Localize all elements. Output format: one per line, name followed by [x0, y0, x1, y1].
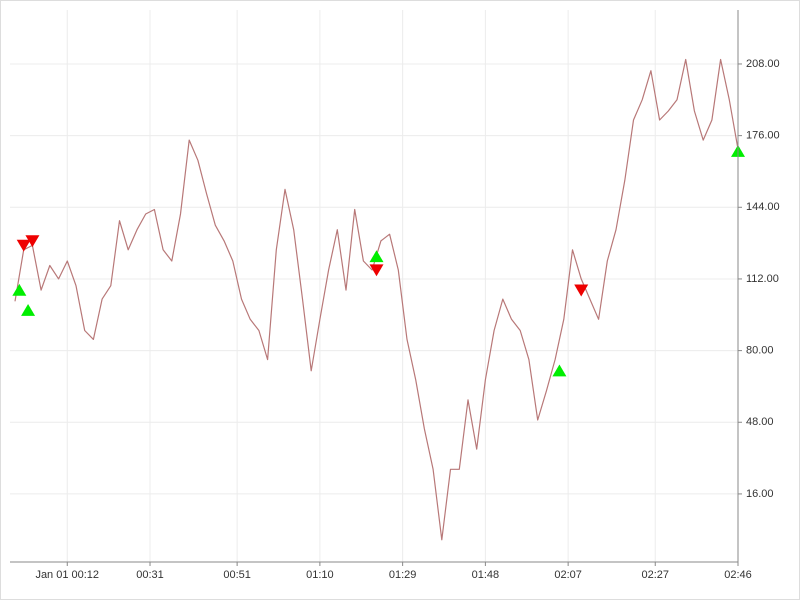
- y-tick-label: 16.00: [746, 488, 774, 500]
- buy-marker: [552, 364, 567, 377]
- y-tick-label: 144.00: [746, 201, 780, 213]
- grid: [10, 10, 739, 562]
- buy-marker: [21, 303, 36, 316]
- y-tick-label: 208.00: [746, 58, 780, 70]
- y-tick-label: 176.00: [746, 130, 780, 142]
- sell-marker: [16, 239, 31, 252]
- x-tick-label: 01:29: [389, 569, 417, 581]
- x-tick-label: 01:48: [472, 569, 500, 581]
- x-tick-label: 00:51: [223, 569, 251, 581]
- x-tick-label: 01:10: [306, 569, 334, 581]
- sell-marker: [25, 235, 40, 248]
- y-tick-label: 80.00: [746, 345, 774, 357]
- x-tick-label: Jan 01 00:12: [35, 569, 99, 581]
- plot: [12, 58, 745, 541]
- x-tick-label: 02:27: [641, 569, 669, 581]
- sell-marker: [369, 264, 384, 277]
- sell-marker: [574, 284, 589, 297]
- buy-marker: [12, 283, 27, 296]
- x-tick-label: 02:07: [554, 569, 582, 581]
- axes: 16.00 48.00 80.00 112.00 144.00 176.00 208.00 J…: [10, 10, 780, 581]
- x-tick-label: 02:46: [724, 569, 752, 581]
- y-tick-label: 112.00: [746, 273, 779, 285]
- buy-marker: [369, 250, 384, 263]
- y-tick-label: 48.00: [746, 416, 774, 428]
- x-tick-label: 00:31: [136, 569, 164, 581]
